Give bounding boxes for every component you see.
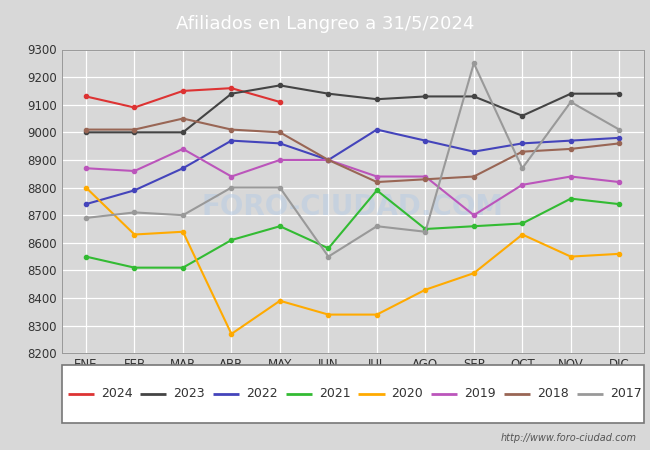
Text: Afiliados en Langreo a 31/5/2024: Afiliados en Langreo a 31/5/2024 (176, 14, 474, 33)
FancyBboxPatch shape (62, 364, 644, 423)
Text: http://www.foro-ciudad.com: http://www.foro-ciudad.com (501, 433, 637, 443)
Text: 2019: 2019 (464, 387, 496, 400)
Text: 2021: 2021 (319, 387, 350, 400)
Text: 2022: 2022 (246, 387, 278, 400)
Text: FORO-CIUDAD.COM: FORO-CIUDAD.COM (202, 194, 504, 221)
Text: 2020: 2020 (391, 387, 423, 400)
Text: 2024: 2024 (101, 387, 133, 400)
Text: 2023: 2023 (174, 387, 205, 400)
Text: 2017: 2017 (610, 387, 642, 400)
Text: 2018: 2018 (537, 387, 569, 400)
